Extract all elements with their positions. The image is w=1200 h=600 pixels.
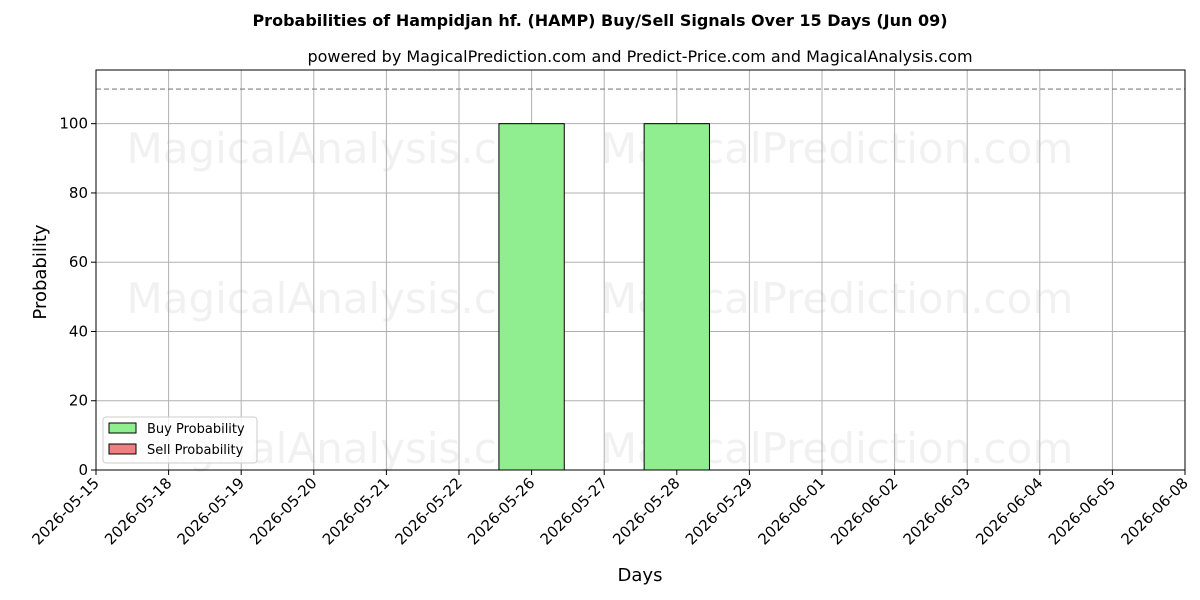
x-tick-label: 2026-05-28	[609, 474, 683, 548]
watermark-text: MagicalAnalysis.com	[127, 274, 564, 323]
chart-title: Probabilities of Hampidjan hf. (HAMP) Bu…	[252, 11, 947, 30]
x-tick-label: 2026-05-19	[174, 474, 248, 548]
x-tick-label: 2026-05-26	[464, 474, 538, 548]
watermark-text: MagicalAnalysis.com	[127, 124, 564, 173]
x-tick-label: 2026-06-08	[1117, 474, 1191, 548]
x-tick-label: 2026-06-04	[972, 474, 1046, 548]
legend: Buy Probability Sell Probability	[102, 416, 258, 464]
y-tick-label: 80	[69, 184, 88, 202]
x-tick-label: 2026-05-20	[246, 474, 320, 548]
x-tick-label: 2026-05-15	[28, 474, 102, 548]
chart-subtitle: powered by MagicalPrediction.com and Pre…	[307, 47, 972, 66]
legend-swatch-buy	[108, 422, 137, 434]
y-tick-label: 20	[69, 392, 88, 410]
y-tick-label: 40	[69, 322, 88, 340]
plot-frame	[95, 69, 1186, 471]
x-tick-label: 2026-06-03	[900, 474, 974, 548]
watermark-layer: MagicalAnalysis.com MagicalPrediction.com…	[127, 124, 1074, 473]
legend-box	[102, 416, 258, 464]
x-axis-label: Days	[618, 565, 663, 586]
x-tick-label: 2026-06-05	[1045, 474, 1119, 548]
legend-label-sell: Sell Probability	[147, 443, 244, 458]
bar-layer	[498, 123, 710, 471]
x-tick-label: 2026-05-29	[682, 474, 756, 548]
x-tick-label: 2026-06-01	[754, 474, 828, 548]
buy-bar	[498, 123, 565, 471]
y-tick-label: 100	[59, 115, 88, 133]
legend-label-buy: Buy Probability	[147, 422, 245, 437]
legend-swatch-sell	[108, 443, 137, 455]
y-axis-label: Probability	[30, 224, 51, 319]
x-tick-label: 2026-05-22	[391, 474, 465, 548]
x-tick-label: 2026-05-18	[101, 474, 175, 548]
y-tick-label: 60	[69, 253, 88, 271]
x-tick-label: 2026-06-02	[827, 474, 901, 548]
y-tick-label: 0	[78, 461, 88, 479]
buy-bar	[643, 123, 710, 471]
x-tick-label: 2026-05-27	[537, 474, 611, 548]
x-tick-label: 2026-05-21	[319, 474, 393, 548]
